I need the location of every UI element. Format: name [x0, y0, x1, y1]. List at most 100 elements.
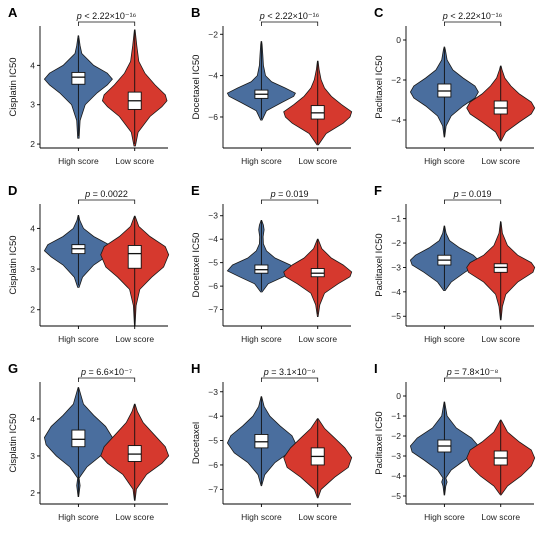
p-value-label: p = 6.6×10⁻⁷ [80, 367, 132, 377]
p-value-label: p = 3.1×10⁻⁹ [263, 367, 316, 377]
x-category-label: High score [424, 156, 465, 166]
p-value-label: p = 7.8×10⁻⁸ [446, 367, 499, 377]
y-tick-label: −5 [208, 436, 218, 446]
y-tick-label: 3 [30, 451, 35, 461]
y-axis-label: Paclitaxel IC50 [374, 411, 385, 474]
y-axis-label: Docetaxel [191, 422, 202, 464]
y-tick-label: 0 [396, 35, 401, 45]
p-value-label: p = 0.0022 [84, 189, 128, 199]
p-value-label: p < 2.22×10⁻¹⁶ [259, 11, 320, 21]
panel-c: C −4 −2 0 Paclitaxel IC50 High score Low score… [374, 5, 536, 166]
x-category-label: Low score [298, 156, 337, 166]
significance-bracket [261, 21, 319, 26]
panel-letter: B [191, 5, 200, 20]
panel-letter: F [374, 183, 382, 198]
y-tick-label: −3 [391, 262, 401, 272]
significance-bracket [261, 199, 319, 204]
y-tick-label: 4 [30, 414, 35, 424]
y-axis-label: Paclitaxel IC50 [374, 55, 385, 118]
y-axis-label: Cisplatin IC50 [8, 413, 19, 472]
box-iqr [71, 71, 86, 85]
y-tick-label: −5 [391, 491, 401, 501]
y-tick-label: −4 [391, 287, 401, 297]
panel-g: G 2 3 4 Cisplatin IC50 High score Low score p =… [8, 361, 170, 522]
panel-letter: G [8, 361, 18, 376]
panel-letter: H [191, 361, 200, 376]
y-tick-label: 2 [30, 139, 35, 149]
y-tick-label: 4 [30, 223, 35, 233]
y-tick-label: −6 [208, 112, 218, 122]
y-tick-label: −3 [208, 211, 218, 221]
panel-h: H −7 −6 −5 −4 −3 Docetaxel High score Low score p… [191, 361, 353, 522]
y-tick-label: −4 [391, 471, 401, 481]
y-tick-label: −7 [208, 305, 218, 315]
significance-bracket [444, 199, 502, 204]
x-category-label: Low score [298, 334, 337, 344]
y-axis-label: Cisplatin IC50 [8, 57, 19, 116]
x-category-label: High score [58, 334, 99, 344]
y-tick-label: 0 [396, 391, 401, 401]
significance-bracket [78, 199, 136, 204]
x-category-label: Low score [115, 334, 154, 344]
x-category-label: Low score [115, 156, 154, 166]
y-tick-label: −2 [391, 75, 401, 85]
panel-b: B −6 −4 −2 Docetaxel IC50 High score Low score… [191, 5, 353, 166]
x-category-label: High score [241, 512, 282, 522]
p-value-label: p < 2.22×10⁻¹⁶ [442, 11, 503, 21]
significance-bracket [261, 377, 319, 382]
y-tick-label: −3 [208, 387, 218, 397]
y-tick-label: −3 [391, 451, 401, 461]
p-value-label: p = 0.019 [453, 189, 492, 199]
significance-bracket [78, 21, 136, 26]
y-axis-label: Cisplatin IC50 [8, 235, 19, 294]
y-tick-label: −1 [391, 214, 401, 224]
p-value-label: p = 0.019 [270, 189, 309, 199]
y-axis-label: Docetaxel IC50 [191, 233, 202, 298]
panel-letter: A [8, 5, 18, 20]
y-tick-label: 4 [30, 60, 35, 70]
panel-a: A 2 3 4 Cisplatin IC50 High score Low score p <… [8, 5, 168, 166]
box-iqr [127, 245, 142, 269]
x-category-label: Low score [481, 512, 520, 522]
significance-bracket [78, 377, 136, 382]
y-tick-label: 3 [30, 100, 35, 110]
x-category-label: High score [424, 512, 465, 522]
y-tick-label: −2 [391, 238, 401, 248]
panel-d: D 2 3 4 Cisplatin IC50 High score Low score p =… [8, 183, 170, 344]
y-tick-label: −4 [208, 234, 218, 244]
y-tick-label: −2 [391, 431, 401, 441]
y-tick-label: −6 [208, 460, 218, 470]
panel-letter: I [374, 361, 378, 376]
x-category-label: Low score [481, 334, 520, 344]
significance-bracket [444, 21, 502, 26]
y-tick-label: −4 [208, 71, 218, 81]
x-category-label: Low score [481, 156, 520, 166]
panel-letter: C [374, 5, 384, 20]
x-category-label: Low score [115, 512, 154, 522]
x-category-label: High score [424, 334, 465, 344]
y-tick-label: −4 [208, 411, 218, 421]
panel-letter: D [8, 183, 17, 198]
x-category-label: Low score [298, 512, 337, 522]
y-tick-label: 2 [30, 488, 35, 498]
y-tick-label: −5 [391, 311, 401, 321]
x-category-label: High score [241, 334, 282, 344]
y-tick-label: −1 [391, 411, 401, 421]
p-value-label: p < 2.22×10⁻¹⁶ [76, 11, 137, 21]
box-iqr [71, 429, 86, 448]
y-tick-label: −4 [391, 115, 401, 125]
x-category-label: High score [241, 156, 282, 166]
y-tick-label: 2 [30, 305, 35, 315]
panel-i: I −5 −4 −3 −2 −1 0 Paclitaxel IC50 High score Low… [374, 361, 536, 522]
y-tick-label: 3 [30, 264, 35, 274]
y-axis-label: Docetaxel IC50 [191, 55, 202, 120]
panel-e: E −7 −6 −5 −4 −3 Docetaxel IC50 High score Low s… [191, 183, 353, 344]
y-axis-label: Paclitaxel IC50 [374, 233, 385, 296]
significance-bracket [444, 377, 502, 382]
y-tick-label: −2 [208, 29, 218, 39]
x-category-label: High score [58, 512, 99, 522]
y-tick-label: −6 [208, 281, 218, 291]
y-tick-label: −7 [208, 484, 218, 494]
x-category-label: High score [58, 156, 99, 166]
